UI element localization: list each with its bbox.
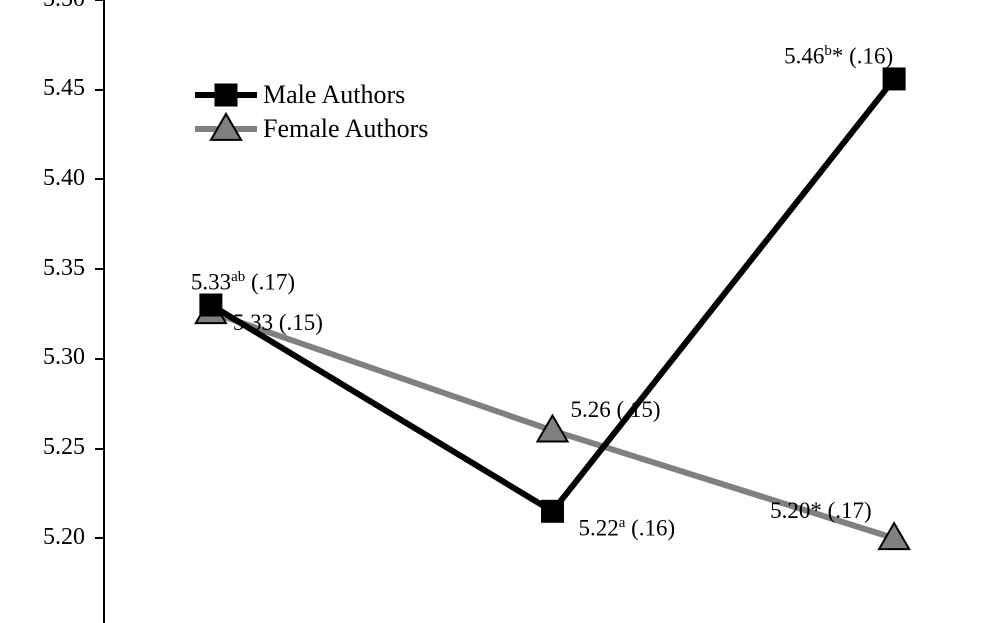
legend-label: Male Authors <box>263 80 405 110</box>
data-point-label: 5.46b* (.16) <box>784 43 893 70</box>
y-axis-tick-label: 5.20 <box>0 524 85 551</box>
data-point-label: 5.20* (.17) <box>770 498 872 524</box>
line-chart: Male Authors Female Authors 5.20 5.25 5.30 5… <box>0 0 1002 623</box>
data-point-label: 5.33ab (.17) <box>191 269 295 296</box>
data-point-label: 5.26 (.15) <box>571 397 661 423</box>
y-axis-tick <box>95 448 103 450</box>
y-axis-tick-label: 5.35 <box>0 255 85 282</box>
y-axis-tick-label: 5.45 <box>0 75 85 102</box>
y-axis-tick <box>95 89 103 91</box>
y-axis-tick-label: 5.25 <box>0 434 85 461</box>
legend-label: Female Authors <box>263 114 428 144</box>
chart-legend: Male Authors Female Authors <box>195 78 428 146</box>
data-point-label: 5.33 (.15) <box>233 310 323 336</box>
y-axis-tick <box>95 0 103 1</box>
legend-item: Male Authors <box>195 78 428 112</box>
chart-series-svg <box>0 0 1002 623</box>
data-point-label: 5.22a (.16) <box>579 515 676 542</box>
y-axis-tick-label: 5.30 <box>0 344 85 371</box>
y-axis-tick <box>95 268 103 270</box>
legend-swatch <box>195 80 257 110</box>
y-axis-tick <box>95 358 103 360</box>
y-axis-tick <box>95 537 103 539</box>
y-axis-tick-label: 5.40 <box>0 165 85 192</box>
y-axis-tick-label: 5.50 <box>0 0 85 13</box>
y-axis-tick <box>95 178 103 180</box>
legend-swatch <box>195 114 257 144</box>
legend-item: Female Authors <box>195 112 428 146</box>
